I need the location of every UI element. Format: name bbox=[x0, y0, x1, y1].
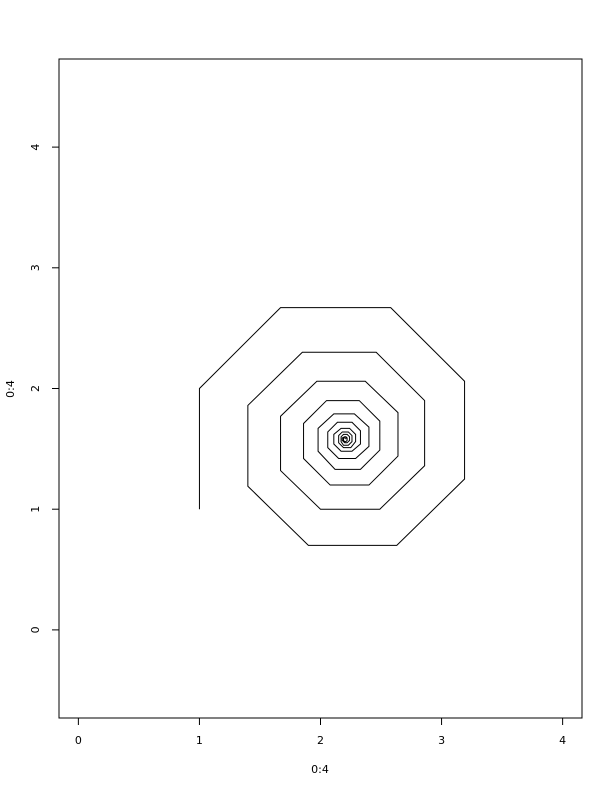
x-tick-label: 2 bbox=[317, 734, 324, 747]
x-tick-label: 3 bbox=[438, 734, 445, 747]
series-layer bbox=[198, 307, 466, 546]
x-tick-label: 0 bbox=[75, 734, 82, 747]
y-axis: 0 1 2 3 4 bbox=[29, 144, 60, 633]
plot-frame bbox=[58, 58, 583, 719]
x-axis-label: 0:4 bbox=[311, 763, 329, 776]
x-tick-label: 1 bbox=[196, 734, 203, 747]
y-tick-label: 3 bbox=[29, 264, 42, 271]
y-tick-label: 4 bbox=[29, 144, 42, 151]
x-tick-label: 4 bbox=[559, 734, 566, 747]
y-tick-label: 2 bbox=[29, 385, 42, 392]
y-tick-label: 1 bbox=[29, 506, 42, 513]
y-axis-label: 0:4 bbox=[4, 380, 17, 398]
x-axis: 0 1 2 3 4 bbox=[75, 717, 566, 747]
series-line bbox=[198, 307, 466, 546]
y-tick-label: 0 bbox=[29, 626, 42, 633]
